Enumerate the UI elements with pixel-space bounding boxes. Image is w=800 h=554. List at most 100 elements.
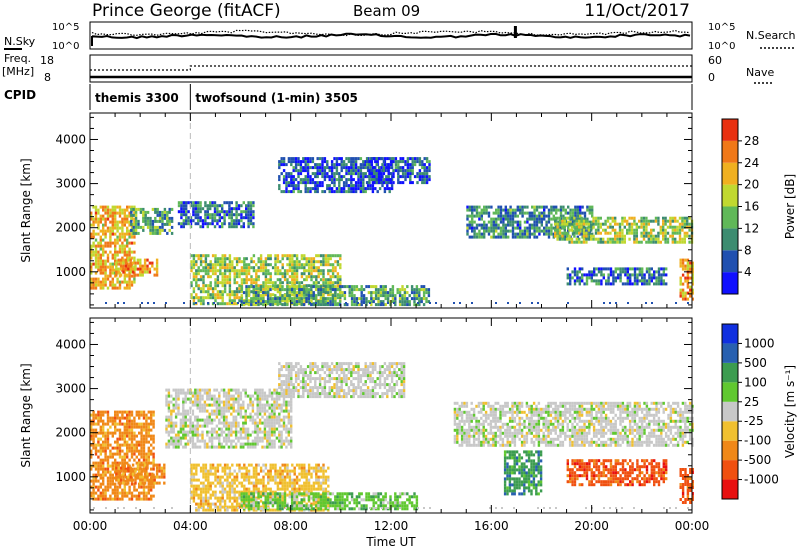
- range-cell: [504, 229, 507, 233]
- range-cell: [207, 502, 210, 506]
- range-cell: [297, 157, 300, 161]
- range-cell: [166, 222, 169, 226]
- range-cell: [254, 297, 258, 301]
- range-cell: [567, 229, 570, 233]
- range-cell: [307, 472, 311, 476]
- range-cell: [158, 231, 162, 235]
- range-cell: [214, 293, 217, 297]
- range-cell: [531, 217, 534, 221]
- range-cell: [123, 434, 126, 438]
- range-cell: [207, 263, 210, 267]
- range-cell: [218, 204, 221, 208]
- range-cell: [626, 282, 629, 286]
- range-cell: [257, 266, 260, 270]
- range-cell: [401, 160, 405, 164]
- range-cell: [146, 267, 149, 271]
- range-cell: [327, 263, 330, 267]
- range-cell: [575, 222, 578, 226]
- range-cell: [106, 443, 110, 447]
- range-cell: [90, 211, 93, 215]
- range-cell: [614, 240, 617, 244]
- range-cell: [642, 234, 646, 238]
- range-cell: [362, 172, 365, 176]
- range-cell: [204, 484, 208, 488]
- range-cell: [195, 466, 198, 470]
- range-cell: [128, 449, 131, 453]
- range-cell: [279, 466, 282, 470]
- range-cell: [104, 446, 107, 450]
- range-cell: [274, 475, 277, 479]
- range-cell: [315, 469, 318, 473]
- range-cell: [310, 472, 313, 476]
- range-cell: [326, 184, 329, 188]
- range-cell: [611, 219, 614, 223]
- range-cell: [114, 232, 117, 236]
- range-cell: [499, 235, 503, 239]
- range-cell: [252, 472, 256, 476]
- range-cell: [411, 181, 414, 185]
- range-cell: [247, 299, 251, 303]
- range-cell: [121, 461, 124, 465]
- range-cell: [415, 297, 419, 301]
- range-cell: [562, 208, 565, 212]
- range-cell: [128, 416, 131, 420]
- range-cell: [290, 157, 293, 161]
- range-cell: [415, 294, 419, 298]
- range-cell: [288, 478, 292, 482]
- range-cell: [281, 299, 284, 303]
- range-cell: [123, 464, 126, 468]
- panel-power-cells: [90, 157, 694, 307]
- range-cell: [202, 484, 205, 488]
- range-cell: [102, 434, 105, 438]
- range-cell: [283, 469, 287, 473]
- range-cell: [255, 469, 258, 473]
- range-cell: [274, 466, 277, 470]
- range-cell: [576, 214, 579, 218]
- range-cell: [131, 469, 135, 473]
- range-cell: [309, 175, 312, 179]
- range-cell: [106, 211, 110, 215]
- range-cell: [118, 280, 122, 284]
- range-cell: [653, 282, 656, 286]
- range-cell: [242, 210, 245, 214]
- range-cell: [618, 234, 622, 238]
- range-cell: [300, 266, 304, 270]
- range-cell: [97, 217, 100, 221]
- range-cell: [487, 211, 491, 215]
- range-cell: [221, 254, 224, 258]
- range-cell: [233, 272, 236, 276]
- range-cell: [377, 175, 381, 179]
- range-cell: [492, 223, 495, 227]
- range-cell: [660, 267, 663, 271]
- range-cell: [259, 481, 263, 485]
- range-cell: [652, 228, 655, 232]
- range-cell: [235, 222, 238, 226]
- range-cell: [109, 497, 112, 501]
- range-cell: [211, 490, 215, 494]
- range-cell: [365, 160, 369, 164]
- range-cell: [259, 297, 263, 301]
- range-cell: [94, 277, 98, 281]
- range-cell: [161, 222, 164, 226]
- range-cell: [621, 270, 625, 274]
- near-range-cell: [117, 302, 119, 304]
- range-cell: [298, 281, 301, 285]
- range-cell: [362, 178, 365, 182]
- range-cell: [492, 220, 495, 224]
- range-cell: [635, 234, 638, 238]
- range-cell: [138, 431, 141, 435]
- near-range-cell: [255, 302, 257, 304]
- range-cell: [679, 261, 682, 265]
- range-cell: [126, 280, 129, 284]
- range-cell: [558, 228, 562, 232]
- range-cell: [655, 276, 658, 280]
- range-cell: [259, 269, 263, 273]
- range-cell: [391, 294, 395, 298]
- range-cell: [146, 472, 149, 476]
- range-cell: [507, 214, 510, 218]
- range-cell: [214, 296, 217, 300]
- range-cell: [238, 469, 241, 473]
- range-cell: [373, 166, 376, 170]
- range-cell: [233, 278, 236, 282]
- range-cell: [118, 434, 122, 438]
